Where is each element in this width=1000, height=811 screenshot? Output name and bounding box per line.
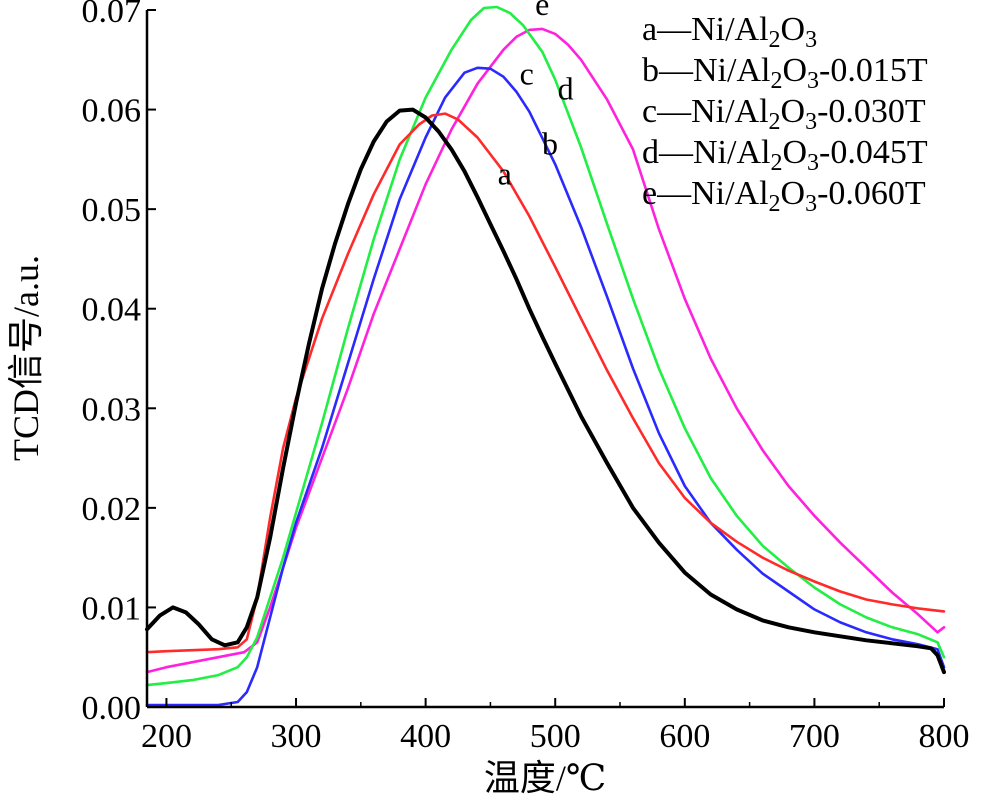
series-line-a bbox=[145, 107, 946, 675]
x-tick-label: 500 bbox=[530, 718, 581, 755]
curve-label-b: b bbox=[542, 125, 558, 161]
curve-label-a: a bbox=[498, 155, 512, 191]
x-tick-label: 700 bbox=[789, 718, 840, 755]
curve-label-e: e bbox=[535, 0, 549, 22]
y-tick-label: 0.07 bbox=[82, 0, 142, 30]
legend-item-c: c—Ni/Al2O3-0.030T bbox=[642, 93, 926, 135]
series-layer bbox=[145, 5, 946, 707]
curve-label-d: d bbox=[558, 71, 574, 107]
y-tick-label: 0.01 bbox=[82, 590, 142, 627]
y-tick-label: 0.03 bbox=[82, 391, 142, 428]
y-tick-label: 0.02 bbox=[82, 491, 142, 528]
x-tick-label: 300 bbox=[271, 718, 322, 755]
y-axis-title: TCD信号/a.u. bbox=[6, 255, 46, 461]
x-axis-title: 温度/℃ bbox=[484, 758, 606, 798]
x-tick-label: 600 bbox=[659, 718, 710, 755]
legend-item-e: e—Ni/Al2O3-0.060T bbox=[642, 175, 926, 217]
axes-layer: 200 300 400 500 600 700 800 0.00 0.01 0.02 0.03 0.0… bbox=[82, 0, 970, 755]
curve-label-layer: abc d e bbox=[498, 0, 574, 191]
x-tick-label: 800 bbox=[919, 718, 970, 755]
legend-item-b: b—Ni/Al2O3-0.015T bbox=[642, 52, 928, 94]
y-tick-label: 0.05 bbox=[82, 192, 142, 229]
legend: a—Ni/Al2O3b—Ni/Al2O3-0.015Tc—Ni/Al2O3-0.… bbox=[642, 11, 928, 217]
curve-label-c: c bbox=[520, 56, 534, 92]
x-tick-label: 400 bbox=[400, 718, 451, 755]
series-line-e bbox=[145, 5, 946, 687]
series-line-d bbox=[145, 27, 946, 674]
legend-item-a: a—Ni/Al2O3 bbox=[642, 11, 817, 53]
legend-item-d: d—Ni/Al2O3-0.045T bbox=[642, 134, 928, 176]
y-tick-label: 0.06 bbox=[82, 93, 142, 130]
y-tick-label: 0.04 bbox=[82, 292, 142, 329]
y-tick-label: 0.00 bbox=[82, 690, 142, 727]
series-line-c bbox=[145, 66, 946, 707]
x-tick-label: 200 bbox=[141, 718, 192, 755]
